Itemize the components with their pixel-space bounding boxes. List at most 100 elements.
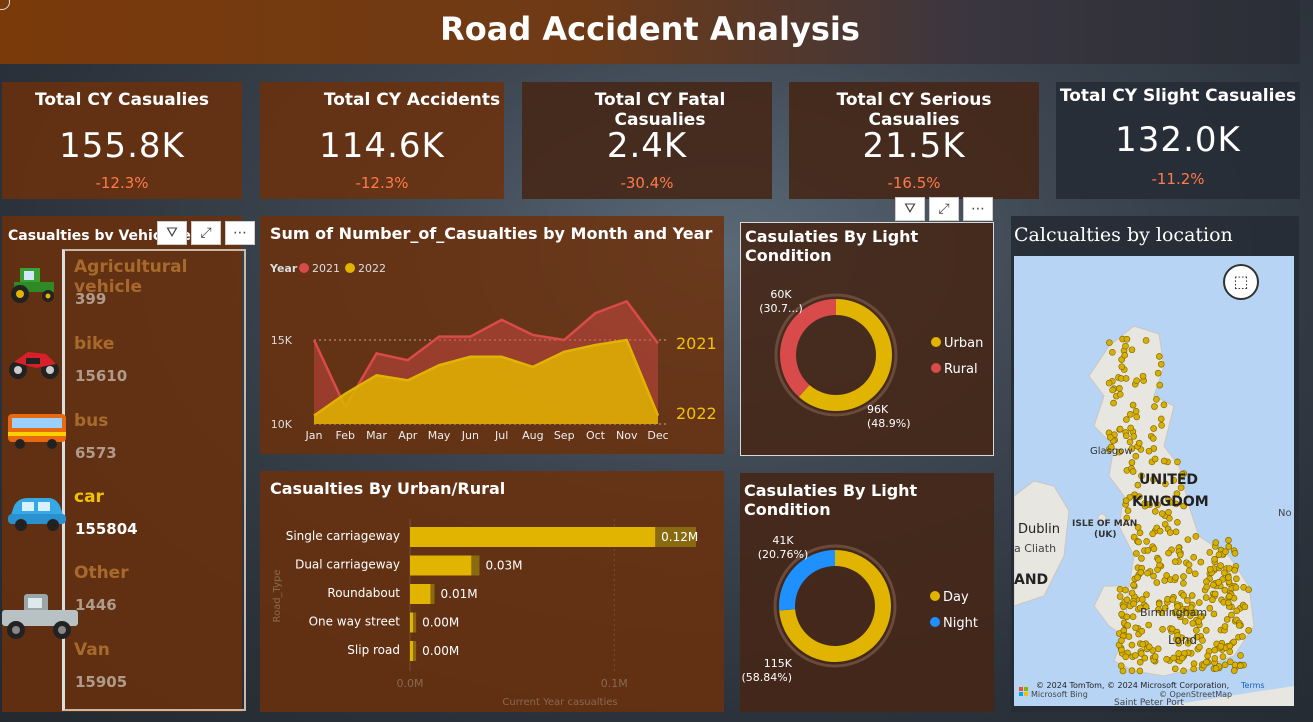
map-casualty-dot[interactable] xyxy=(1176,551,1184,559)
map-casualty-dot[interactable] xyxy=(1206,566,1214,573)
map-casualty-dot[interactable] xyxy=(1118,637,1125,644)
map-casualty-dot[interactable] xyxy=(1222,548,1229,555)
map-casualty-dot[interactable] xyxy=(1174,458,1181,466)
map-casualty-dot[interactable] xyxy=(1220,569,1228,577)
map-casualty-dot[interactable] xyxy=(1155,606,1162,613)
map-casualty-dot[interactable] xyxy=(1196,643,1203,651)
map-casualty-dot[interactable] xyxy=(1109,348,1116,356)
map-casualty-dot[interactable] xyxy=(1185,561,1193,569)
map-casualty-dot[interactable] xyxy=(1226,642,1234,650)
map-casualty-dot[interactable] xyxy=(1160,457,1168,465)
map-casualty-dot[interactable] xyxy=(1124,507,1132,514)
map-casualty-dot[interactable] xyxy=(1195,618,1203,625)
map-casualty-dot[interactable] xyxy=(1158,422,1165,429)
map-casualty-dot[interactable] xyxy=(1159,626,1166,633)
map-casualty-dot[interactable] xyxy=(1128,641,1136,649)
map-casualty-dot[interactable] xyxy=(1143,591,1150,598)
focus-mode-button[interactable]: ⤢ xyxy=(929,197,959,221)
map-casualty-dot[interactable] xyxy=(1219,653,1227,661)
map-casualty-dot[interactable] xyxy=(1182,609,1190,616)
map-casualty-dot[interactable] xyxy=(1128,589,1136,597)
map-casualty-dot[interactable] xyxy=(1174,518,1181,526)
map-casualty-dot[interactable] xyxy=(1107,443,1115,451)
map-casualty-dot[interactable] xyxy=(1180,580,1187,587)
map-casualty-dot[interactable] xyxy=(1203,658,1210,666)
map-casualty-dot[interactable] xyxy=(1170,476,1178,484)
map-casualty-dot[interactable] xyxy=(1177,484,1185,491)
map-casualty-dot[interactable] xyxy=(1221,623,1229,630)
map-casualty-dot[interactable] xyxy=(1139,372,1147,380)
map-casualty-dot[interactable] xyxy=(1122,432,1130,440)
map-casualty-dot[interactable] xyxy=(1145,643,1153,651)
map-casualty-dot[interactable] xyxy=(1124,622,1132,629)
map-casualty-dot[interactable] xyxy=(1187,604,1195,611)
map-casualty-dot[interactable] xyxy=(1163,572,1170,579)
vehicle-name[interactable]: bike xyxy=(74,334,115,354)
map-casualty-dot[interactable] xyxy=(1145,621,1152,629)
map-casualty-dot[interactable] xyxy=(1211,555,1218,563)
map-casualty-dot[interactable] xyxy=(1239,633,1246,640)
map-casualty-dot[interactable] xyxy=(1122,342,1129,350)
map-casualty-dot[interactable] xyxy=(1174,603,1181,610)
map-casualty-dot[interactable] xyxy=(1156,381,1164,389)
map-casualty-dot[interactable] xyxy=(1223,616,1231,623)
map-casualty-dot[interactable] xyxy=(1135,439,1143,447)
map-casualty-dot[interactable] xyxy=(1133,377,1140,385)
map-casualty-dot[interactable] xyxy=(1116,391,1124,398)
map-casualty-dot[interactable] xyxy=(1115,448,1123,456)
map-casualty-dot[interactable] xyxy=(1137,569,1145,576)
map-casualty-dot[interactable] xyxy=(1153,396,1160,403)
map-terms-link[interactable]: Terms xyxy=(1240,681,1265,690)
map-casualty-dot[interactable] xyxy=(1230,638,1238,646)
map-casualty-dot[interactable] xyxy=(1128,346,1136,354)
map-casualty-dot[interactable] xyxy=(1181,617,1189,625)
map-casualty-dot[interactable] xyxy=(1206,549,1214,556)
map-casualty-dot[interactable] xyxy=(1118,363,1126,370)
map-casualty-dot[interactable] xyxy=(1209,581,1217,589)
map-casualty-dot[interactable] xyxy=(1136,667,1144,675)
map-casualty-dot[interactable] xyxy=(1206,604,1214,612)
map-casualty-dot[interactable] xyxy=(1132,652,1139,659)
map-casualty-dot[interactable] xyxy=(1171,558,1179,565)
map-casualty-dot[interactable] xyxy=(1123,514,1131,522)
back-icon[interactable] xyxy=(0,0,10,10)
map-casualty-dot[interactable] xyxy=(1121,351,1128,359)
map-casualty-dot[interactable] xyxy=(1217,642,1225,650)
map-casualty-dot[interactable] xyxy=(1226,658,1234,666)
map-casualty-dot[interactable] xyxy=(1129,468,1137,475)
map-casualty-dot[interactable] xyxy=(1110,399,1117,407)
map-casualty-dot[interactable] xyxy=(1245,586,1252,593)
map-casualty-dot[interactable] xyxy=(1184,536,1192,543)
map-casualty-dot[interactable] xyxy=(1233,575,1240,583)
map-casualty-dot[interactable] xyxy=(1150,476,1157,483)
map-casualty-dot[interactable] xyxy=(1172,528,1180,536)
map-casualty-dot[interactable] xyxy=(1150,545,1158,553)
map-casualty-dot[interactable] xyxy=(1134,524,1142,531)
map-casualty-dot[interactable] xyxy=(1161,604,1169,612)
map-casualty-dot[interactable] xyxy=(1109,386,1116,394)
map-casualty-dot[interactable] xyxy=(1151,403,1158,410)
map-casualty-dot[interactable] xyxy=(1134,481,1142,489)
map-casualty-dot[interactable] xyxy=(1122,375,1130,382)
map-casualty-dot[interactable] xyxy=(1231,566,1238,574)
map-casualty-dot[interactable] xyxy=(1237,652,1244,659)
map-casualty-dot[interactable] xyxy=(1154,369,1162,377)
map-casualty-dot[interactable] xyxy=(1215,551,1223,559)
map-casualty-dot[interactable] xyxy=(1130,533,1138,541)
vehicle-name[interactable]: car xyxy=(74,487,104,507)
map-casualty-dot[interactable] xyxy=(1141,654,1149,662)
map-casualty-dot[interactable] xyxy=(1197,558,1205,566)
map-casualty-dot[interactable] xyxy=(1237,662,1244,669)
map-casualty-dot[interactable] xyxy=(1212,665,1220,672)
map-casualty-dot[interactable] xyxy=(1150,572,1157,580)
more-options-button[interactable]: ⋯ xyxy=(963,197,993,221)
focus-mode-button[interactable]: ⤢ xyxy=(191,221,221,245)
map-casualty-dot[interactable] xyxy=(1225,536,1232,544)
map-casualty-dot[interactable] xyxy=(1228,611,1235,619)
map-casualty-dot[interactable] xyxy=(1209,596,1216,604)
map-casualty-dot[interactable] xyxy=(1116,586,1124,593)
vehicle-name[interactable]: bus xyxy=(74,411,109,431)
map-casualty-dot[interactable] xyxy=(1178,654,1186,662)
map-casualty-dot[interactable] xyxy=(1132,624,1139,632)
map-casualty-dot[interactable] xyxy=(1139,640,1147,648)
